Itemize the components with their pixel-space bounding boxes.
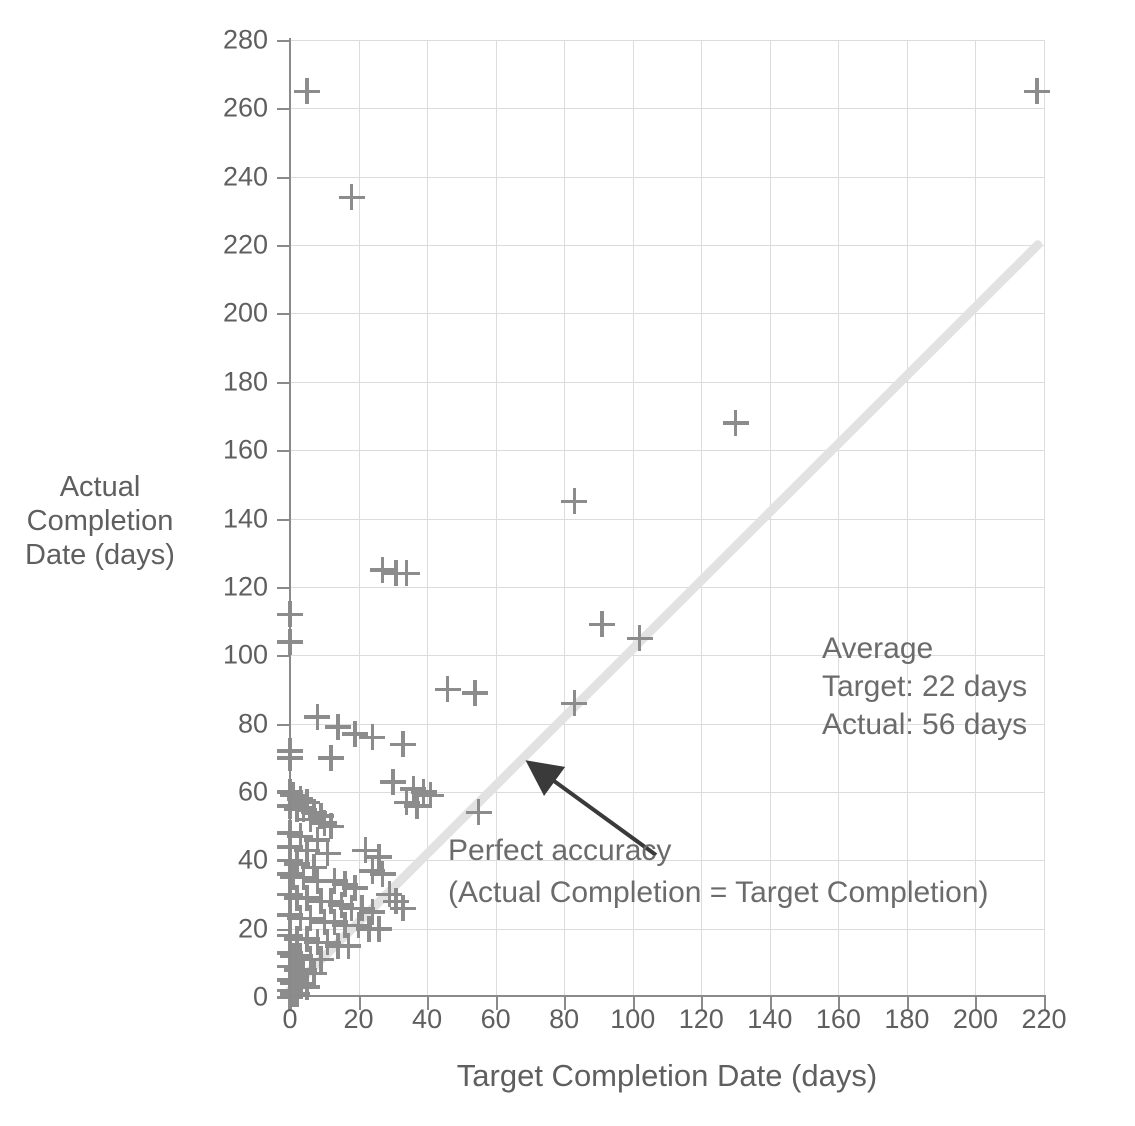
x-axis-tick-label: 0 [282,1004,298,1034]
gridline-vertical [1044,40,1045,997]
x-axis-tick [358,997,361,1010]
y-axis-title-line-1: Actual [59,471,141,503]
y-axis-tick-label: 200 [222,297,268,328]
y-axis-tick-label: 100 [222,639,268,670]
y-axis-tick-label: 220 [222,229,268,260]
y-axis-tick [277,928,290,931]
average-annotation-line-3: Actual: 56 days [822,708,1028,741]
gridline-horizontal [290,586,1044,588]
x-axis-tick-label: 200 [952,1004,998,1034]
y-axis-tick [277,40,290,42]
average-annotation-line-2: Target: 22 days [822,670,1028,703]
x-axis-tick-label: 20 [343,1004,374,1034]
y-axis-tick [277,791,290,794]
gridline-horizontal [290,40,1044,41]
x-axis-tick-label: 80 [549,1004,580,1034]
x-axis-tick [427,997,430,1010]
y-axis-tick-label: 40 [237,844,268,875]
x-axis-title: Target Completion Date (days) [456,1058,878,1093]
gridline-horizontal [290,381,1044,383]
x-axis-tick [906,997,909,1010]
y-axis-tick [277,176,290,179]
gridline-horizontal [290,313,1044,315]
x-axis-line [289,995,1046,997]
x-axis-tick [495,997,498,1010]
x-axis-tick-label: 160 [815,1004,861,1034]
gridline-horizontal [290,860,1044,862]
gridline-horizontal [290,176,1044,178]
y-axis-tick-label: 180 [222,366,268,397]
x-axis-tick [1044,997,1046,1010]
y-axis-tick-label: 160 [222,434,268,465]
x-axis-tick [564,997,567,1010]
y-axis-title-line-3: Date (days) [25,539,175,571]
x-axis-tick [838,997,841,1010]
y-axis-tick [277,860,290,863]
average-annotation-line-1: Average [822,632,934,665]
x-axis-tick-label: 140 [747,1004,793,1034]
y-axis-tick [277,997,290,999]
perfect-accuracy-annotation-line-2: (Actual Completion = Target Completion) [448,876,989,909]
x-axis-tick [975,997,978,1010]
y-axis-title-line-2: Completion [26,505,174,537]
y-axis-tick [277,108,290,111]
gridline-horizontal [290,450,1044,452]
x-axis-tick [769,997,772,1010]
y-axis-tick-label: 240 [222,161,268,192]
gridline-horizontal [290,791,1044,793]
gridline-horizontal [290,723,1044,725]
y-axis-tick-label: 60 [237,776,268,807]
x-axis-tick [290,997,292,1010]
y-axis-tick-label: 280 [222,24,268,55]
x-axis-tick-label: 40 [412,1004,443,1034]
gridline-horizontal [290,655,1044,657]
annotation-arrow-icon [525,760,658,857]
y-axis-tick-label: 120 [222,571,268,602]
x-axis-tick-label: 180 [884,1004,930,1034]
y-axis-tick-label: 0 [252,981,268,1012]
gridline-horizontal [290,928,1044,930]
y-axis-tick [277,518,290,521]
y-axis-tick [277,723,290,726]
x-axis-tick-label: 100 [610,1004,656,1034]
y-axis-line [289,38,291,999]
y-axis-tick-label: 80 [237,708,268,739]
y-axis-tick [277,450,290,453]
x-axis-tick-label: 220 [1021,1004,1067,1034]
perfect-accuracy-annotation: Perfect accuracy (Actual Completion = Ta… [448,830,989,914]
x-axis-tick-label: 60 [480,1004,511,1034]
gridline-horizontal [290,518,1044,520]
average-annotation: Average Target: 22 days Actual: 56 days [822,630,1027,744]
perfect-accuracy-annotation-line-1: Perfect accuracy [448,834,672,867]
y-axis-tick [277,586,290,589]
x-axis-tick-label: 120 [678,1004,724,1034]
x-axis-tick [701,997,704,1010]
gridline-horizontal [290,245,1044,247]
gridline-horizontal [290,108,1044,110]
y-axis-tick [277,313,290,316]
x-axis-tick [632,997,635,1010]
y-axis-tick [277,655,290,658]
y-axis-tick-label: 260 [222,92,268,123]
y-axis-tick [277,245,290,248]
y-axis-title: Actual Completion Date (days) [0,470,200,572]
y-axis-tick-label: 20 [237,913,268,944]
y-axis-tick [277,381,290,384]
y-axis-tick-label: 140 [222,503,268,533]
